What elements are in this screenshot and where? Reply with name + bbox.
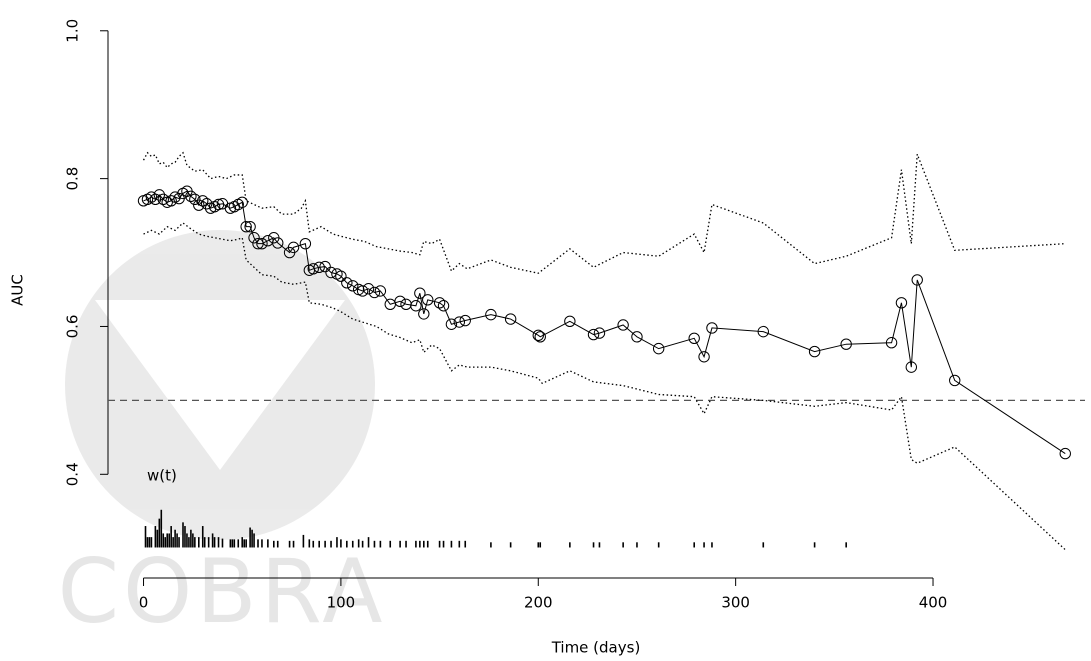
- auc-point: [410, 300, 422, 312]
- auc-point: [414, 287, 426, 299]
- auc-point: [840, 338, 852, 350]
- auc-point: [193, 199, 205, 211]
- y-axis-label: AUC: [9, 274, 27, 306]
- auc-point: [504, 313, 517, 325]
- x-tick-label: 400: [919, 594, 948, 612]
- auc-point: [706, 322, 718, 334]
- auc-point: [325, 266, 337, 279]
- auc-point: [445, 318, 458, 330]
- auc-point: [1059, 447, 1071, 460]
- auc-point: [272, 237, 284, 249]
- auc-point: [256, 237, 268, 250]
- auc-point: [532, 329, 544, 342]
- auc-point: [808, 345, 821, 358]
- auc-point: [485, 308, 497, 321]
- watermark-circle: [65, 230, 375, 540]
- auc-line: [143, 190, 1066, 455]
- x-tick-label: 0: [139, 594, 149, 612]
- auc-point: [157, 193, 169, 206]
- auc-point: [905, 361, 918, 373]
- auc-point: [341, 277, 353, 289]
- auc-point: [394, 295, 406, 308]
- auc-point: [197, 195, 209, 207]
- auc-point: [244, 220, 256, 233]
- y-tick-label: 0.8: [64, 167, 82, 191]
- auc-point: [437, 300, 450, 312]
- auc-point: [757, 325, 769, 338]
- auc-point: [368, 286, 381, 299]
- auc-point: [240, 220, 252, 233]
- auc-point: [617, 319, 629, 331]
- watermark-logo: [65, 230, 375, 540]
- auc-point: [564, 315, 576, 327]
- auc-point: [356, 285, 369, 297]
- confidence-band: [142, 151, 1066, 274]
- watermark-triangle: [95, 300, 345, 470]
- x-tick-label: 100: [327, 594, 356, 612]
- auc-point: [248, 232, 260, 244]
- auc-point: [631, 331, 643, 343]
- auc-point: [433, 297, 446, 309]
- auc-point: [287, 241, 300, 254]
- auc-point: [319, 260, 331, 273]
- x-axis-label: Time (days): [551, 639, 641, 657]
- auc-point: [587, 328, 600, 341]
- auc-point: [459, 314, 471, 327]
- y-tick-label: 1.0: [64, 19, 82, 43]
- auc-point: [911, 274, 923, 286]
- auc-point: [189, 193, 201, 206]
- weights-label: w(t): [147, 467, 177, 485]
- auc-point: [593, 327, 606, 339]
- auc-point: [149, 193, 162, 206]
- auc-point: [885, 337, 898, 349]
- auc-point: [347, 280, 359, 292]
- auc-point: [652, 342, 665, 355]
- auc-point: [698, 351, 710, 363]
- auc-point: [688, 332, 700, 344]
- auc-point: [453, 316, 466, 328]
- auc-point: [165, 195, 177, 207]
- watermark-text: COBRA: [58, 540, 387, 643]
- auc-point: [212, 198, 225, 211]
- auc-point: [153, 189, 166, 201]
- auc-point: [422, 294, 434, 306]
- auc-point: [236, 196, 248, 208]
- auc-point: [374, 285, 387, 297]
- y-tick-label: 0.4: [64, 462, 82, 486]
- auc-point: [335, 270, 347, 282]
- auc-point: [299, 237, 312, 250]
- auc-point: [895, 297, 908, 309]
- auc-point: [313, 261, 325, 274]
- auc-point: [534, 331, 546, 343]
- auc-point: [200, 198, 213, 210]
- auc-point: [949, 374, 961, 387]
- y-tick-label: 0.6: [64, 315, 82, 339]
- auc-point: [185, 190, 197, 203]
- auc-point: [418, 308, 430, 320]
- x-tick-label: 200: [524, 594, 553, 612]
- auc-point: [307, 263, 319, 275]
- confidence-band: [143, 222, 1066, 551]
- auc-point: [362, 283, 375, 295]
- x-tick-label: 300: [721, 594, 750, 612]
